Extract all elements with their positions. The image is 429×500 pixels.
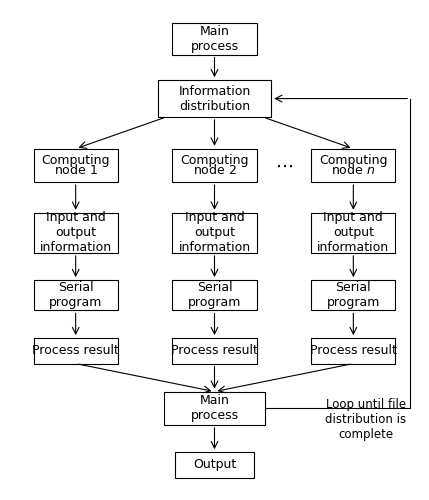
FancyBboxPatch shape: [311, 148, 396, 182]
Text: node $\mathit{2}$: node $\mathit{2}$: [193, 164, 236, 177]
Text: Input and
output
information: Input and output information: [39, 212, 112, 254]
FancyBboxPatch shape: [311, 212, 396, 253]
FancyBboxPatch shape: [172, 22, 257, 54]
Text: Information
distribution: Information distribution: [178, 84, 251, 112]
Text: Serial
program: Serial program: [49, 281, 103, 309]
Text: Process result: Process result: [310, 344, 397, 358]
FancyBboxPatch shape: [172, 148, 257, 182]
FancyBboxPatch shape: [311, 338, 396, 363]
Text: Serial
program: Serial program: [326, 281, 380, 309]
Text: Computing: Computing: [42, 154, 110, 167]
Text: node $\mathit{1}$: node $\mathit{1}$: [54, 164, 98, 177]
Text: Process result: Process result: [171, 344, 258, 358]
FancyBboxPatch shape: [33, 338, 118, 363]
Text: Input and
output
information: Input and output information: [317, 212, 390, 254]
FancyBboxPatch shape: [172, 338, 257, 363]
FancyBboxPatch shape: [172, 212, 257, 253]
FancyBboxPatch shape: [33, 212, 118, 253]
Text: Serial
program: Serial program: [188, 281, 241, 309]
Text: node $\mathit{n}$: node $\mathit{n}$: [331, 164, 375, 177]
Text: Main
process: Main process: [190, 394, 239, 422]
FancyBboxPatch shape: [33, 148, 118, 182]
Text: Output: Output: [193, 458, 236, 471]
FancyBboxPatch shape: [172, 280, 257, 310]
FancyBboxPatch shape: [158, 80, 271, 117]
FancyBboxPatch shape: [164, 392, 265, 425]
Text: $\cdots$: $\cdots$: [275, 156, 293, 174]
Text: Loop until file
distribution is
complete: Loop until file distribution is complete: [325, 398, 407, 441]
FancyBboxPatch shape: [175, 452, 254, 477]
Text: Computing: Computing: [319, 154, 387, 167]
FancyBboxPatch shape: [33, 280, 118, 310]
Text: Main
process: Main process: [190, 24, 239, 52]
Text: Process result: Process result: [32, 344, 119, 358]
Text: Input and
output
information: Input and output information: [178, 212, 251, 254]
FancyBboxPatch shape: [311, 280, 396, 310]
Text: Computing: Computing: [180, 154, 249, 167]
